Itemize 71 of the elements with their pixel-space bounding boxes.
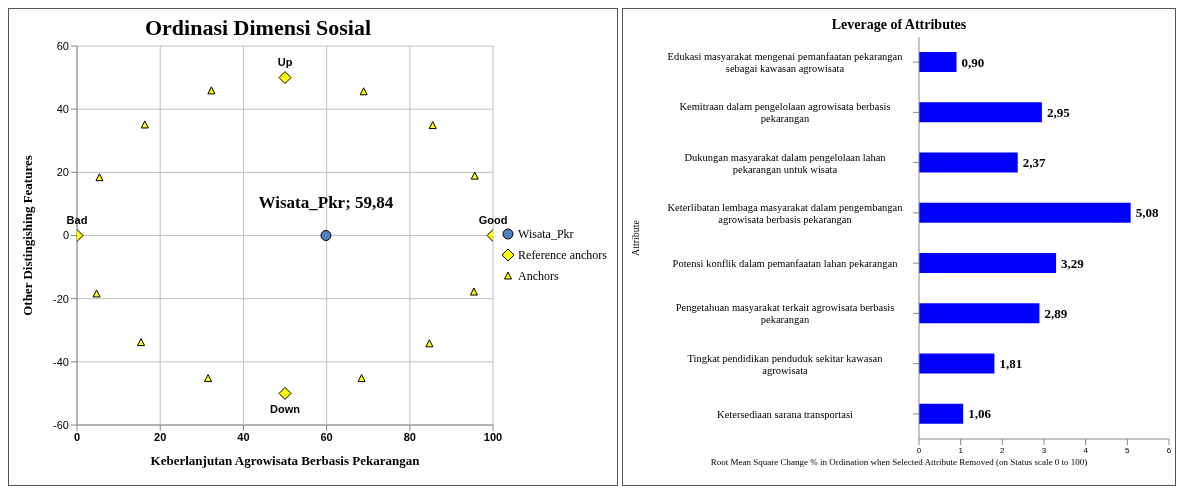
- data-label: 1,06: [968, 406, 992, 422]
- x-tick-label: 40: [237, 430, 250, 443]
- legend-label: Reference anchors: [518, 247, 607, 263]
- annotation: Wisata_Pkr; 59,84: [258, 192, 394, 212]
- bar: [919, 202, 1131, 223]
- point: [469, 287, 478, 296]
- legend-label: Wisata_Pkr: [518, 226, 574, 242]
- data-label: 0,90: [961, 54, 985, 70]
- data-label: 3,29: [1061, 255, 1085, 271]
- chart-title: Ordinasi Dimensi Sosial: [143, 15, 373, 41]
- bar: [919, 102, 1042, 123]
- x-tick-label: 100: [483, 430, 503, 443]
- y-tick-label: -40: [53, 355, 69, 368]
- point: [425, 339, 434, 348]
- data-label: 1,81: [999, 356, 1023, 372]
- x-tick-label: 5: [1125, 445, 1131, 455]
- y-tick-label: Tingkat pendidikan penduduk sekitar kawasan agrowisata: [687, 352, 884, 376]
- x-axis-title: Root Mean Square Change % in Ordination when Selected Attribute Removed (on Status scale 0 to 100): [709, 457, 1089, 467]
- bar: [919, 403, 964, 424]
- y-tick-label: Edukasi masyarakat mengenai pemanfaatan pekarangan sebagai kawasan agrowisata: [667, 50, 904, 74]
- bar: [919, 152, 1018, 173]
- bar: [919, 353, 995, 374]
- point: [140, 120, 149, 129]
- chart-title: Leverage of Attributes: [830, 17, 968, 33]
- bar: [919, 52, 957, 73]
- bar: [919, 303, 1040, 324]
- x-tick-label: 20: [154, 430, 167, 443]
- annotation: Bad: [66, 213, 88, 226]
- point: [204, 374, 213, 383]
- data-label: 2,37: [1022, 155, 1046, 171]
- y-axis-title: Other Distingishing Features: [19, 155, 35, 316]
- x-tick-label: 3: [1041, 445, 1047, 455]
- y-tick-label: Potensi konflik dalam pemanfaatan lahan pekarangan: [672, 257, 899, 269]
- x-tick-label: 4: [1083, 445, 1089, 455]
- annotation: Down: [270, 403, 301, 416]
- point: [95, 173, 104, 182]
- annotation: Up: [277, 55, 293, 68]
- x-tick-label: 2: [1000, 445, 1006, 455]
- x-tick-label: 1: [958, 445, 964, 455]
- point: [470, 171, 479, 180]
- y-tick-label: -60: [53, 418, 69, 431]
- y-axis-title: Attribute: [629, 219, 641, 257]
- point: [207, 86, 216, 95]
- data-label: 2,89: [1044, 305, 1068, 321]
- point: [428, 121, 437, 130]
- data-label: 5,08: [1135, 205, 1159, 221]
- y-tick-label: Keterlibatan lembaga masyarakat dalam pengembangan agrowisata berbasis pekarangan: [667, 201, 904, 225]
- y-tick-label: Pengetahuan masyarakat terkait agrowisata berbasis pekarangan: [675, 301, 895, 325]
- x-tick-label: 0: [73, 430, 81, 443]
- y-tick-label: Kemitraan dalam pengelolaan agrowisata berbasis pekarangan: [679, 100, 891, 124]
- x-tick-label: 80: [403, 430, 416, 443]
- y-tick-label: -20: [53, 292, 69, 305]
- y-tick-label: 60: [56, 39, 69, 52]
- y-tick-label: Ketersediaan sarana transportasi: [717, 408, 854, 420]
- point: [359, 87, 368, 96]
- point: [92, 289, 101, 298]
- y-tick-label: 40: [56, 103, 69, 116]
- y-tick-label: 20: [56, 166, 69, 179]
- x-tick-label: 0: [916, 445, 922, 455]
- x-tick-label: 6: [1166, 445, 1172, 455]
- x-axis-title: Keberlanjutan Agrowisata Berbasis Pekarangan: [150, 453, 421, 468]
- point: [137, 338, 146, 347]
- x-tick-label: 60: [320, 430, 333, 443]
- annotation: Good: [478, 213, 508, 226]
- point: [320, 230, 332, 241]
- y-tick-label: 0: [62, 229, 69, 242]
- point: [357, 374, 366, 383]
- bar: [919, 253, 1057, 274]
- data-label: 2,95: [1046, 104, 1071, 120]
- legend-label: Anchors: [518, 268, 559, 284]
- y-tick-label: Dukungan masyarakat dalam pengelolaan lahan pekarangan untuk wisata: [684, 151, 887, 175]
